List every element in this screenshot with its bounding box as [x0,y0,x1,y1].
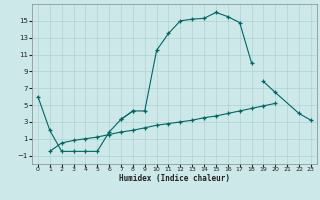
X-axis label: Humidex (Indice chaleur): Humidex (Indice chaleur) [119,174,230,183]
